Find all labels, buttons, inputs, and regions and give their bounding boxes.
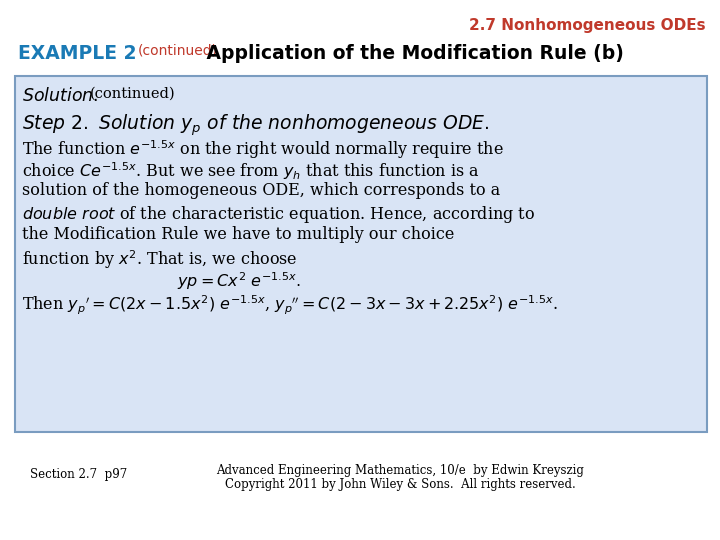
Text: function by $x^2$. That is, we choose: function by $x^2$. That is, we choose [22,248,297,271]
Text: The function $e^{-1.5x}$ on the right would normally require the: The function $e^{-1.5x}$ on the right wo… [22,138,504,161]
Text: solution of the homogeneous ODE, which corresponds to a: solution of the homogeneous ODE, which c… [22,182,500,199]
Text: EXAMPLE 2: EXAMPLE 2 [18,44,137,63]
Text: $\mathit{Solution.}$: $\mathit{Solution.}$ [22,87,99,105]
Text: Then $y_p{}'= C(2x - 1.5x^2)\ e^{-1.5x}$, $y_p{}''= C(2 - 3x - 3x + 2.25x^2)\ e^: Then $y_p{}'= C(2x - 1.5x^2)\ e^{-1.5x}$… [22,294,558,318]
Text: $\mathit{yp} = C x^2\ e^{-1.5x}.$: $\mathit{yp} = C x^2\ e^{-1.5x}.$ [177,270,301,292]
Text: $\mathit{Step\ 2.\ Solution\ y_p\ of\ the\ nonhomogeneous\ ODE.}$: $\mathit{Step\ 2.\ Solution\ y_p\ of\ th… [22,113,490,138]
FancyBboxPatch shape [15,76,707,432]
Text: Copyright 2011 by John Wiley & Sons.  All rights reserved.: Copyright 2011 by John Wiley & Sons. All… [225,478,575,491]
Text: Section 2.7  p97: Section 2.7 p97 [30,468,127,481]
Text: choice $Ce^{-1.5x}$. But we see from $y_h$ that this function is a: choice $Ce^{-1.5x}$. But we see from $y_… [22,160,480,181]
Text: 2.7 Nonhomogeneous ODEs: 2.7 Nonhomogeneous ODEs [469,18,706,33]
Text: (continued): (continued) [90,87,176,101]
Text: Application of the Modification Rule (b): Application of the Modification Rule (b) [200,44,624,63]
Text: (continued): (continued) [138,44,218,58]
Text: Advanced Engineering Mathematics, 10/e  by Edwin Kreyszig: Advanced Engineering Mathematics, 10/e b… [216,464,584,477]
Text: the Modification Rule we have to multiply our choice: the Modification Rule we have to multipl… [22,226,454,243]
Text: $\mathit{double\ root}$ of the characteristic equation. Hence, according to: $\mathit{double\ root}$ of the character… [22,204,535,225]
